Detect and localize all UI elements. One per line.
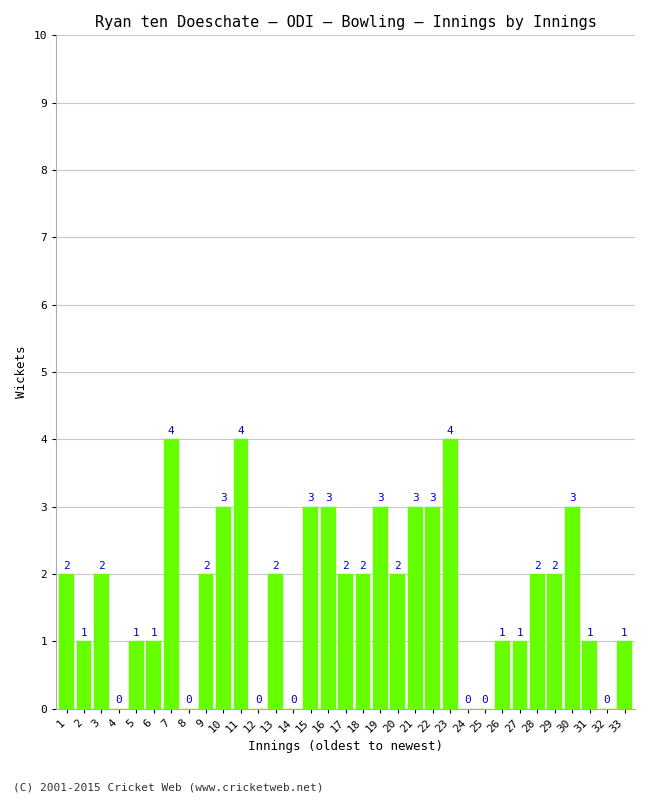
- Text: 2: 2: [551, 561, 558, 570]
- Bar: [59, 574, 74, 709]
- Text: 2: 2: [98, 561, 105, 570]
- Text: 3: 3: [307, 494, 314, 503]
- Bar: [146, 642, 161, 709]
- Bar: [356, 574, 370, 709]
- Text: 0: 0: [185, 695, 192, 706]
- Text: 3: 3: [569, 494, 576, 503]
- Bar: [530, 574, 545, 709]
- Text: 4: 4: [447, 426, 454, 436]
- Y-axis label: Wickets: Wickets: [15, 346, 28, 398]
- Bar: [320, 506, 335, 709]
- Text: 0: 0: [255, 695, 262, 706]
- Bar: [391, 574, 405, 709]
- Bar: [129, 642, 144, 709]
- Bar: [547, 574, 562, 709]
- Title: Ryan ten Doeschate – ODI – Bowling – Innings by Innings: Ryan ten Doeschate – ODI – Bowling – Inn…: [95, 15, 597, 30]
- Bar: [94, 574, 109, 709]
- Text: 0: 0: [482, 695, 488, 706]
- Text: 1: 1: [499, 628, 506, 638]
- Bar: [233, 439, 248, 709]
- Text: 4: 4: [168, 426, 175, 436]
- Text: 1: 1: [517, 628, 523, 638]
- Bar: [338, 574, 353, 709]
- Text: 3: 3: [220, 494, 227, 503]
- Bar: [164, 439, 179, 709]
- Bar: [216, 506, 231, 709]
- Text: 3: 3: [377, 494, 384, 503]
- Bar: [373, 506, 388, 709]
- Bar: [268, 574, 283, 709]
- Text: 2: 2: [203, 561, 209, 570]
- Bar: [77, 642, 92, 709]
- Text: 3: 3: [412, 494, 419, 503]
- Text: 2: 2: [395, 561, 401, 570]
- Text: 2: 2: [359, 561, 367, 570]
- Bar: [565, 506, 580, 709]
- Text: 0: 0: [116, 695, 122, 706]
- Bar: [199, 574, 213, 709]
- Bar: [304, 506, 318, 709]
- Text: 1: 1: [81, 628, 87, 638]
- Text: 1: 1: [621, 628, 628, 638]
- X-axis label: Innings (oldest to newest): Innings (oldest to newest): [248, 740, 443, 753]
- Text: 2: 2: [342, 561, 349, 570]
- Bar: [408, 506, 422, 709]
- Text: 4: 4: [237, 426, 244, 436]
- Bar: [582, 642, 597, 709]
- Bar: [617, 642, 632, 709]
- Text: 3: 3: [325, 494, 332, 503]
- Text: (C) 2001-2015 Cricket Web (www.cricketweb.net): (C) 2001-2015 Cricket Web (www.cricketwe…: [13, 782, 324, 792]
- Text: 0: 0: [464, 695, 471, 706]
- Text: 1: 1: [586, 628, 593, 638]
- Text: 2: 2: [63, 561, 70, 570]
- Bar: [443, 439, 458, 709]
- Text: 1: 1: [133, 628, 140, 638]
- Text: 2: 2: [272, 561, 279, 570]
- Text: 3: 3: [430, 494, 436, 503]
- Text: 0: 0: [290, 695, 296, 706]
- Text: 1: 1: [150, 628, 157, 638]
- Bar: [425, 506, 440, 709]
- Text: 2: 2: [534, 561, 541, 570]
- Text: 0: 0: [604, 695, 610, 706]
- Bar: [512, 642, 527, 709]
- Bar: [495, 642, 510, 709]
